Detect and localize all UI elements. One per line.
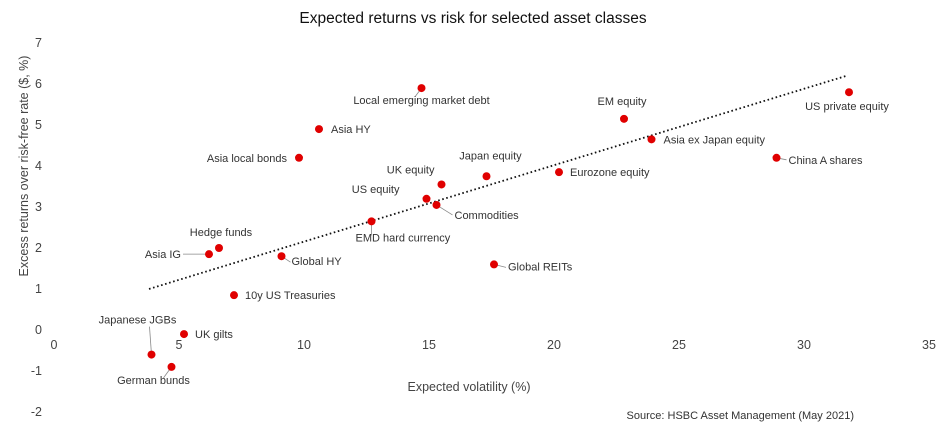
- point-label: US private equity: [805, 101, 889, 113]
- point-label: Japan equity: [459, 150, 522, 162]
- point-label: US equity: [352, 184, 400, 196]
- point-label: Hedge funds: [190, 227, 253, 239]
- point-label: Eurozone equity: [570, 167, 650, 179]
- trendline: [148, 74, 847, 290]
- y-tick-label: 2: [35, 241, 42, 255]
- point-label: Global REITs: [508, 261, 573, 273]
- point-label: Asia local bonds: [207, 153, 288, 165]
- x-tick-label: 20: [547, 338, 561, 352]
- data-point: [367, 217, 376, 226]
- y-tick-label: 7: [35, 36, 42, 50]
- x-tick-label: 5: [176, 338, 183, 352]
- data-point: [490, 260, 498, 269]
- data-point: [277, 252, 286, 261]
- point-label: UK equity: [387, 164, 435, 176]
- y-tick-label: 6: [35, 77, 42, 91]
- data-point: [230, 291, 238, 300]
- point-label: Commodities: [455, 210, 520, 222]
- data-point: [205, 250, 213, 259]
- data-point: [620, 114, 628, 123]
- chart-title: Expected returns vs risk for selected as…: [299, 10, 646, 27]
- point-label: China A shares: [789, 155, 863, 167]
- point-label: EM equity: [598, 96, 647, 108]
- data-point: [147, 350, 156, 359]
- data-point: [647, 135, 656, 144]
- data-point: [295, 153, 303, 162]
- x-tick-label: 30: [797, 338, 811, 352]
- point-label: Japanese JGBs: [99, 315, 177, 327]
- data-point: [417, 84, 426, 93]
- point-label: 10y US Treasuries: [245, 290, 336, 302]
- y-tick-label: -2: [31, 405, 42, 419]
- point-labels: Local emerging market debt Asia HY Asia lo…: [99, 95, 890, 387]
- label-leader-line: [149, 326, 152, 355]
- point-label: Global HY: [292, 256, 343, 268]
- source-note: Source: HSBC Asset Management (May 2021): [627, 410, 854, 422]
- point-label: UK gilts: [195, 329, 233, 341]
- point-label: Asia ex Japan equity: [664, 134, 766, 146]
- point-label: Local emerging market debt: [353, 95, 489, 107]
- data-point: [845, 88, 853, 97]
- y-tick-label: 5: [35, 118, 42, 132]
- x-tick-label: 10: [297, 338, 311, 352]
- y-tick-label: 4: [35, 159, 42, 173]
- point-label: German bunds: [117, 375, 190, 387]
- data-point: [180, 330, 188, 339]
- y-axis-label: Excess returns over risk-free rate ($, %…: [17, 56, 31, 277]
- x-axis-label: Expected volatility (%): [408, 380, 531, 394]
- data-point: [315, 125, 323, 134]
- x-axis: 0 5 10 15 20 25 30 35: [51, 338, 936, 352]
- data-point: [167, 362, 176, 371]
- x-tick-label: 0: [51, 338, 58, 352]
- point-label: Asia IG: [145, 249, 181, 261]
- data-point: [422, 194, 431, 203]
- data-point: [432, 200, 441, 209]
- data-point: [215, 244, 223, 252]
- data-point: [555, 168, 563, 177]
- y-tick-label: 0: [35, 323, 42, 337]
- data-points: [147, 84, 853, 371]
- point-label: EMD hard currency: [356, 232, 451, 244]
- x-tick-label: 15: [422, 338, 436, 352]
- point-label: Asia HY: [331, 124, 371, 136]
- data-point: [482, 172, 491, 181]
- y-tick-label: 1: [35, 282, 42, 296]
- y-axis: -2 -1 0 1 2 3 4 5 6 7: [31, 36, 42, 419]
- data-point: [772, 153, 781, 162]
- y-tick-label: 3: [35, 200, 42, 214]
- y-tick-label: -1: [31, 364, 42, 378]
- x-tick-label: 25: [672, 338, 686, 352]
- data-point: [437, 180, 446, 189]
- x-tick-label: 35: [922, 338, 936, 352]
